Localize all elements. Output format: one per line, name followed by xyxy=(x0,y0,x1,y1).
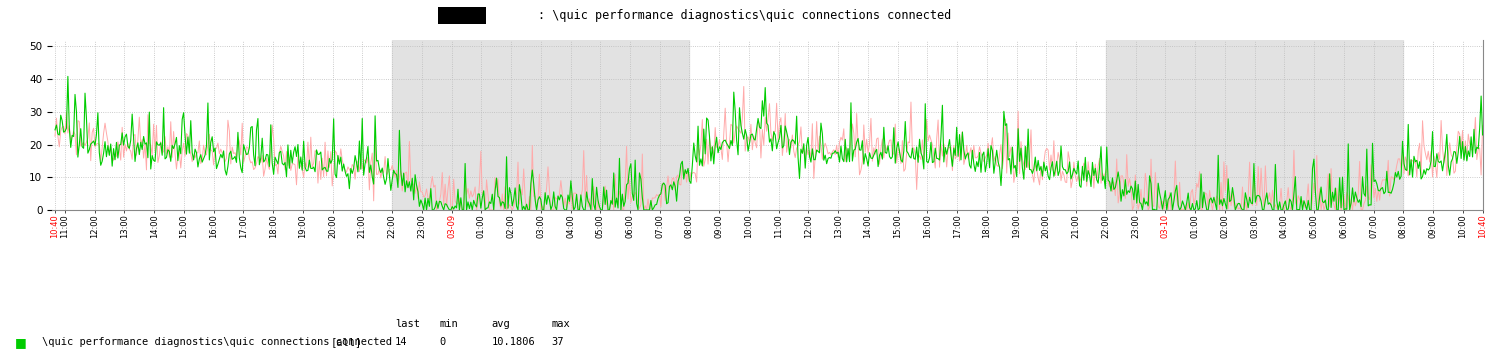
Text: max: max xyxy=(551,319,571,329)
Text: 10.1806: 10.1806 xyxy=(492,337,535,347)
Text: avg: avg xyxy=(492,319,511,329)
Text: 37: 37 xyxy=(551,337,563,347)
Text: \quic performance diagnostics\quic connections connected: \quic performance diagnostics\quic conne… xyxy=(42,337,392,347)
Text: 0: 0 xyxy=(440,337,446,347)
Text: ■: ■ xyxy=(15,336,27,349)
Text: 14: 14 xyxy=(395,337,407,347)
Bar xyxy=(1106,40,1404,210)
Text: : \quic performance diagnostics\quic connections connected: : \quic performance diagnostics\quic con… xyxy=(538,9,952,22)
Bar xyxy=(392,40,690,210)
Text: [all]: [all] xyxy=(331,337,362,347)
Text: last: last xyxy=(395,319,420,329)
Text: min: min xyxy=(440,319,459,329)
